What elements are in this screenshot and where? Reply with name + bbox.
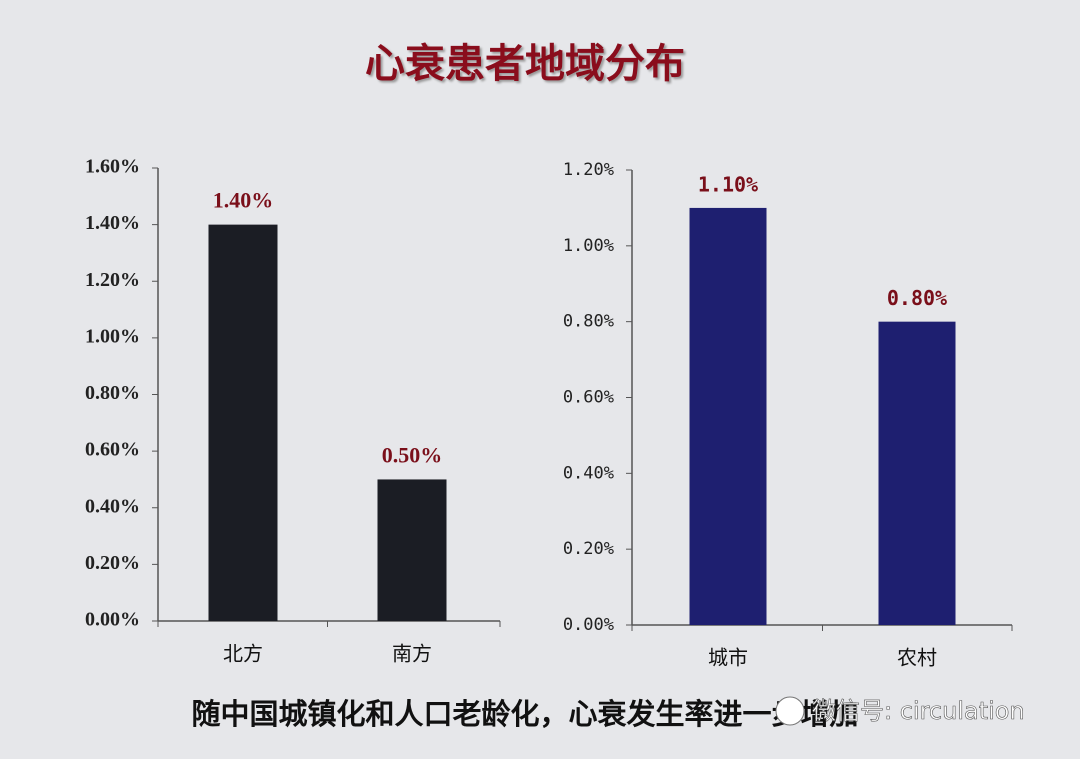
- x-tick-label: 南方: [392, 642, 432, 666]
- y-tick-label: 0.40%: [85, 495, 140, 517]
- y-tick-label: 0.20%: [85, 552, 140, 574]
- y-tick-label: 0.80%: [563, 312, 614, 332]
- watermark-icon: [775, 696, 805, 726]
- y-tick-label: 0.60%: [563, 388, 614, 408]
- x-tick-label: 城市: [708, 646, 748, 670]
- y-tick-label: 0.20%: [563, 539, 614, 559]
- y-tick-label: 0.60%: [85, 439, 140, 461]
- watermark: 微信号: circulation: [812, 697, 1025, 725]
- bar: [878, 321, 956, 625]
- x-tick-label: 北方: [223, 642, 263, 666]
- y-tick-label: 1.40%: [85, 212, 140, 234]
- value-label: 0.50%: [382, 442, 443, 467]
- x-tick-label: 农村: [897, 646, 937, 670]
- y-tick-label: 1.60%: [85, 156, 140, 178]
- bar: [377, 479, 447, 621]
- y-tick-label: 1.20%: [85, 269, 140, 291]
- value-label: 1.10%: [698, 172, 758, 196]
- y-tick-label: 0.00%: [85, 609, 140, 631]
- value-label: 1.40%: [213, 188, 274, 213]
- y-tick-label: 0.00%: [563, 615, 614, 635]
- value-label: 0.80%: [887, 286, 947, 310]
- y-tick-label: 1.00%: [85, 325, 140, 347]
- y-tick-label: 1.00%: [563, 236, 614, 256]
- slide-title: 心衰患者地域分布: [365, 41, 685, 87]
- y-tick-label: 0.80%: [85, 382, 140, 404]
- y-tick-label: 0.40%: [563, 463, 614, 483]
- slide-footer: 随中国城镇化和人口老龄化，心衰发生率进一步增加: [191, 697, 858, 731]
- y-tick-label: 1.20%: [563, 160, 614, 180]
- bar: [208, 224, 278, 621]
- bar: [689, 207, 767, 625]
